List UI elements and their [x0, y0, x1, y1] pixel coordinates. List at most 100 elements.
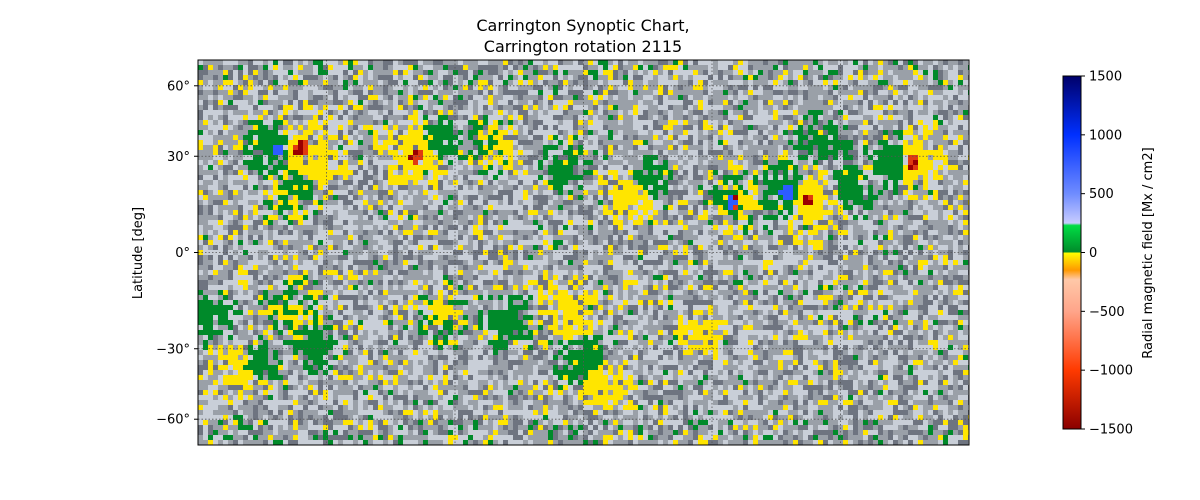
map-cell	[873, 215, 878, 220]
map-cell	[263, 135, 268, 140]
map-cell	[233, 285, 238, 290]
map-cell	[963, 150, 968, 155]
map-cell	[888, 185, 893, 190]
map-cell	[803, 85, 808, 90]
map-cell	[308, 200, 313, 205]
map-cell	[253, 220, 258, 225]
map-cell	[243, 210, 248, 215]
map-cell	[368, 260, 373, 265]
map-cell	[468, 105, 473, 110]
map-cell	[493, 80, 498, 85]
map-cell	[703, 235, 708, 240]
map-cell	[398, 165, 403, 170]
map-cell	[558, 90, 563, 95]
map-cell	[578, 195, 583, 200]
map-cell	[233, 85, 238, 90]
map-cell	[708, 155, 713, 160]
map-cell	[708, 65, 713, 70]
map-cell	[833, 225, 838, 230]
map-cell	[453, 90, 458, 95]
map-cell	[378, 220, 383, 225]
map-cell	[823, 190, 828, 195]
map-cell	[623, 285, 628, 290]
map-cell	[778, 110, 783, 115]
map-cell	[278, 250, 283, 255]
map-cell	[343, 190, 348, 195]
map-cell	[413, 105, 418, 110]
map-cell	[793, 225, 798, 230]
map-cell	[518, 195, 523, 200]
map-cell	[458, 285, 463, 290]
map-cell	[388, 130, 393, 135]
map-cell	[248, 265, 253, 270]
map-cell	[578, 235, 583, 240]
map-cell	[783, 185, 788, 190]
map-cell	[593, 105, 598, 110]
map-cell	[263, 255, 268, 260]
map-cell	[538, 230, 543, 235]
map-cell	[258, 100, 263, 105]
map-cell	[628, 240, 633, 245]
map-cell	[268, 90, 273, 95]
map-cell	[523, 170, 528, 175]
map-cell	[938, 145, 943, 150]
map-cell	[708, 220, 713, 225]
map-cell	[293, 80, 298, 85]
map-cell	[663, 275, 668, 280]
map-cell	[818, 75, 823, 80]
map-cell	[558, 250, 563, 255]
map-cell	[698, 210, 703, 215]
map-cell	[848, 95, 853, 100]
map-cell	[433, 240, 438, 245]
map-cell	[623, 70, 628, 75]
map-cell	[418, 165, 423, 170]
map-cell	[533, 155, 538, 160]
map-cell	[418, 135, 423, 140]
map-cell	[643, 200, 648, 205]
map-cell	[568, 185, 573, 190]
map-cell	[403, 170, 408, 175]
map-cell	[418, 235, 423, 240]
map-cell	[428, 205, 433, 210]
map-cell	[433, 245, 438, 250]
map-cell	[243, 65, 248, 70]
map-cell	[328, 160, 333, 165]
map-cell	[533, 260, 538, 265]
map-cell	[883, 90, 888, 95]
map-cell	[703, 230, 708, 235]
map-cell	[263, 240, 268, 245]
map-cell	[533, 185, 538, 190]
map-cell	[718, 140, 723, 145]
map-cell	[438, 70, 443, 75]
map-cell	[363, 225, 368, 230]
map-cell	[823, 140, 828, 145]
map-cell	[663, 165, 668, 170]
map-cell	[263, 275, 268, 280]
map-cell	[343, 65, 348, 70]
map-cell	[633, 110, 638, 115]
map-cell	[508, 140, 513, 145]
map-cell	[858, 95, 863, 100]
map-cell	[643, 85, 648, 90]
map-cell	[503, 245, 508, 250]
map-cell	[778, 270, 783, 275]
map-cell	[203, 65, 208, 70]
map-cell	[553, 110, 558, 115]
map-cell	[443, 180, 448, 185]
map-cell	[618, 200, 623, 205]
map-cell	[803, 190, 808, 195]
map-cell	[238, 275, 243, 280]
map-cell	[883, 170, 888, 175]
map-cell	[663, 60, 668, 65]
map-cell	[853, 190, 858, 195]
map-cell	[393, 70, 398, 75]
map-cell	[808, 210, 813, 215]
map-cell	[738, 210, 743, 215]
map-cell	[248, 235, 253, 240]
map-cell	[648, 120, 653, 125]
map-cell	[398, 175, 403, 180]
map-cell	[563, 70, 568, 75]
map-cell	[888, 160, 893, 165]
map-cell	[908, 125, 913, 130]
map-cell	[428, 130, 433, 135]
